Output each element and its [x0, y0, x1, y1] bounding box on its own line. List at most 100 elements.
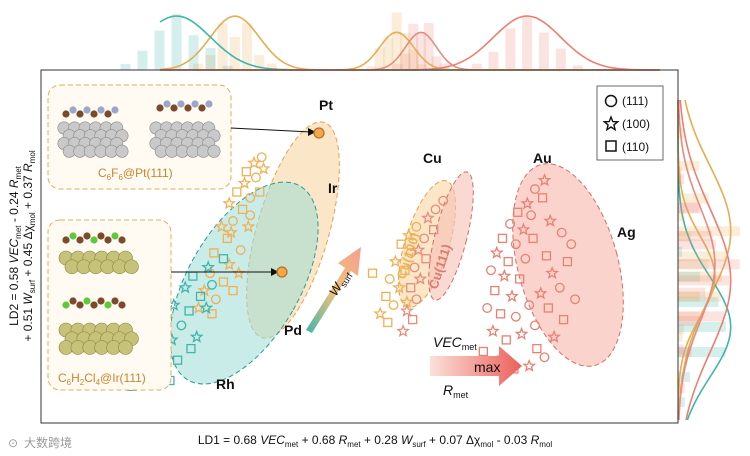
point-square-marker: [255, 187, 265, 197]
point-circle-marker: [245, 210, 256, 221]
top-hist-bar: [171, 14, 182, 71]
inset-connectors: [171, 127, 325, 278]
top-hist-bar: [415, 33, 426, 70]
molecule-atom: [62, 236, 70, 244]
right-density-curve: [678, 99, 732, 421]
cluster-label-pt: Pt: [319, 97, 333, 113]
top-hist-bar: [417, 64, 428, 70]
connector-ir-head: [271, 268, 279, 276]
inset-caption-c6f6-pt111: C6F6@Pt(111): [98, 166, 173, 182]
point-square-marker: [421, 254, 431, 264]
right-hist-bar: [678, 251, 727, 262]
top-hist-bar: [266, 63, 277, 70]
max-label: max: [474, 359, 500, 375]
point-circle-marker: [524, 300, 535, 311]
point-circle-marker: [419, 233, 430, 244]
y-axis-title-line1: LD2 = 0.58 VECmet - 0.24 Rmet: [7, 165, 23, 326]
right-hist-bar: [678, 316, 701, 327]
point-circle-marker: [570, 294, 581, 305]
molecule-atom: [97, 232, 105, 240]
top-hist-bar: [193, 63, 204, 70]
point-circle-marker: [409, 262, 420, 273]
right-hist-bar: [678, 160, 700, 171]
right-density-curve: [677, 99, 716, 421]
molecule-atom: [198, 104, 206, 112]
top-hist-bar: [383, 37, 394, 70]
point-square-marker: [497, 233, 508, 244]
point-circle-marker: [411, 221, 422, 232]
right-hist-bar: [678, 203, 701, 214]
point-square-marker: [209, 248, 219, 258]
point-square-marker: [396, 239, 406, 249]
point-star-marker: [241, 219, 256, 233]
molecule-atom: [69, 232, 77, 240]
slab-atom: [207, 144, 221, 158]
point-circle-marker: [486, 265, 496, 276]
molecule-atom: [76, 110, 84, 118]
point-square-marker: [195, 291, 206, 302]
point-square-marker: [558, 314, 569, 325]
right-hist-bar: [678, 311, 700, 322]
molecule-atom: [118, 236, 126, 244]
point-star-marker: [388, 254, 403, 268]
point-star-marker: [237, 176, 252, 190]
point-star-marker: [373, 306, 388, 320]
top-hist-bar: [154, 30, 165, 70]
molecule-atom: [111, 106, 119, 114]
point-circle-marker: [510, 239, 521, 250]
molecule-atom: [90, 236, 98, 244]
molecule-atom: [62, 301, 70, 309]
point-star-marker: [396, 323, 410, 337]
point-star-marker: [201, 260, 216, 274]
top-hist-bar: [488, 51, 499, 70]
point-star-marker: [522, 358, 537, 372]
top-hist-bar: [391, 12, 402, 70]
point-square-marker: [406, 283, 416, 293]
molecule-atom: [156, 104, 164, 112]
pt-slab-top-view: [57, 106, 129, 158]
point-square-marker: [400, 265, 410, 275]
top-hist-bar: [400, 53, 411, 70]
point-circle-marker: [228, 216, 238, 226]
cluster-label-au: Au: [533, 150, 552, 166]
point-star-marker: [256, 161, 271, 175]
right-hist-bar: [678, 347, 726, 358]
point-square-marker: [490, 285, 500, 296]
x-axis-title: LD1 = 0.68 VECmet + 0.68 Rmet + 0.28 Wsu…: [198, 433, 553, 449]
molecule-atom: [205, 100, 213, 108]
ir-slab-view-1: [58, 232, 139, 275]
top-hist-bar: [205, 47, 216, 70]
top-hist-bar: [572, 65, 583, 70]
point-circle-marker: [176, 320, 187, 331]
right-hist-bar: [678, 167, 682, 178]
right-hist-bar: [678, 193, 709, 204]
molecule-atom: [76, 301, 84, 309]
top-hist-bar: [400, 32, 411, 70]
point-square-marker: [495, 309, 506, 319]
point-circle-marker: [430, 204, 441, 215]
point-circle-marker: [207, 279, 217, 290]
right-hist-bar: [678, 344, 684, 355]
point-square-marker: [562, 256, 573, 267]
molecule-atom: [83, 232, 91, 240]
point-star-marker: [413, 271, 428, 285]
point-circle-marker: [235, 245, 246, 255]
point-star-marker: [537, 173, 552, 187]
molecule-atom: [184, 104, 192, 112]
top-hist-bar: [522, 16, 533, 71]
right-hist-bar: [678, 202, 699, 213]
molecule-atom: [69, 297, 77, 305]
point-square-marker: [186, 343, 196, 354]
point-circle-marker: [526, 210, 537, 221]
molecule-atom: [177, 100, 185, 108]
point-circle-marker: [566, 239, 577, 250]
plot-frame: [40, 69, 679, 424]
top-hist-bar: [538, 32, 549, 70]
top-marginal-density: [120, 12, 660, 71]
right-hist-bar: [678, 230, 712, 241]
molecule-atom: [76, 236, 84, 244]
point-square-marker: [237, 204, 248, 215]
molecule-atom: [111, 297, 119, 305]
right-hist-bar: [678, 211, 685, 222]
right-hist-bar: [678, 271, 722, 282]
